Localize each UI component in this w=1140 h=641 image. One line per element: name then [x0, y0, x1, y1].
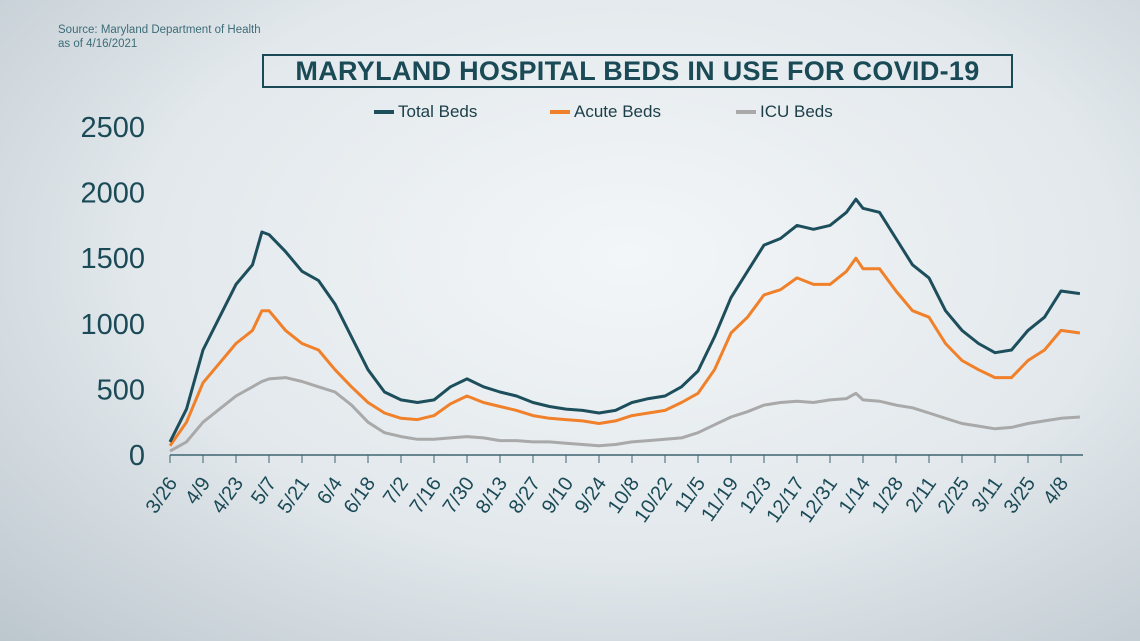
x-tick-label: 7/16	[406, 473, 446, 518]
y-tick-label: 500	[97, 374, 145, 406]
x-tick-label: 8/27	[505, 473, 545, 518]
x-tick-label: 11/19	[697, 473, 743, 525]
series-line-total-beds	[168, 197, 1081, 443]
y-tick-label: 1000	[80, 309, 145, 341]
y-tick-label: 1500	[80, 243, 145, 275]
x-tick-label: 1/28	[868, 473, 908, 518]
legend-label-total: Total Beds	[398, 102, 478, 121]
legend: Total Beds Acute Beds ICU Beds	[0, 102, 1140, 124]
legend-item-acute: Acute Beds	[550, 102, 661, 122]
x-tick-label: 9/24	[571, 473, 611, 518]
y-tick-label: 2500	[80, 112, 145, 144]
chart-title: MARYLAND HOSPITAL BEDS IN USE FOR COVID-…	[262, 54, 1013, 88]
as-of-date: as of 4/16/2021	[58, 38, 138, 50]
x-tick-label: 2/11	[902, 473, 942, 516]
x-tick-label: 9/10	[538, 473, 578, 518]
x-tick-label: 3/11	[968, 473, 1008, 516]
legend-swatch-total	[374, 110, 394, 114]
x-tick-label: 2/25	[934, 473, 974, 518]
legend-item-total: Total Beds	[374, 102, 477, 122]
x-tick-label: 1/14	[835, 473, 875, 518]
y-tick-label: 0	[129, 440, 145, 472]
legend-swatch-acute	[550, 110, 570, 114]
legend-swatch-icu	[736, 110, 756, 114]
x-tick-label: 7/30	[439, 473, 479, 518]
x-tick-label: 6/18	[340, 473, 380, 518]
x-tick-label: 4/8	[1039, 473, 1073, 508]
series-line-acute-beds	[168, 256, 1081, 447]
legend-label-icu: ICU Beds	[760, 102, 833, 121]
x-tick-label: 3/26	[142, 473, 182, 518]
legend-item-icu: ICU Beds	[736, 102, 833, 122]
x-tick-label: 5/21	[274, 473, 314, 518]
x-tick-label: 8/13	[472, 473, 512, 518]
x-tick-label: 3/25	[1000, 473, 1040, 518]
y-tick-label: 2000	[80, 178, 145, 210]
series-line-icu-beds	[169, 376, 1081, 453]
x-tick-label: 4/23	[208, 473, 248, 518]
source-line: Source: Maryland Department of Health	[58, 24, 261, 36]
source-note: Source: Maryland Department of Health as…	[58, 23, 261, 51]
legend-label-acute: Acute Beds	[574, 102, 661, 121]
